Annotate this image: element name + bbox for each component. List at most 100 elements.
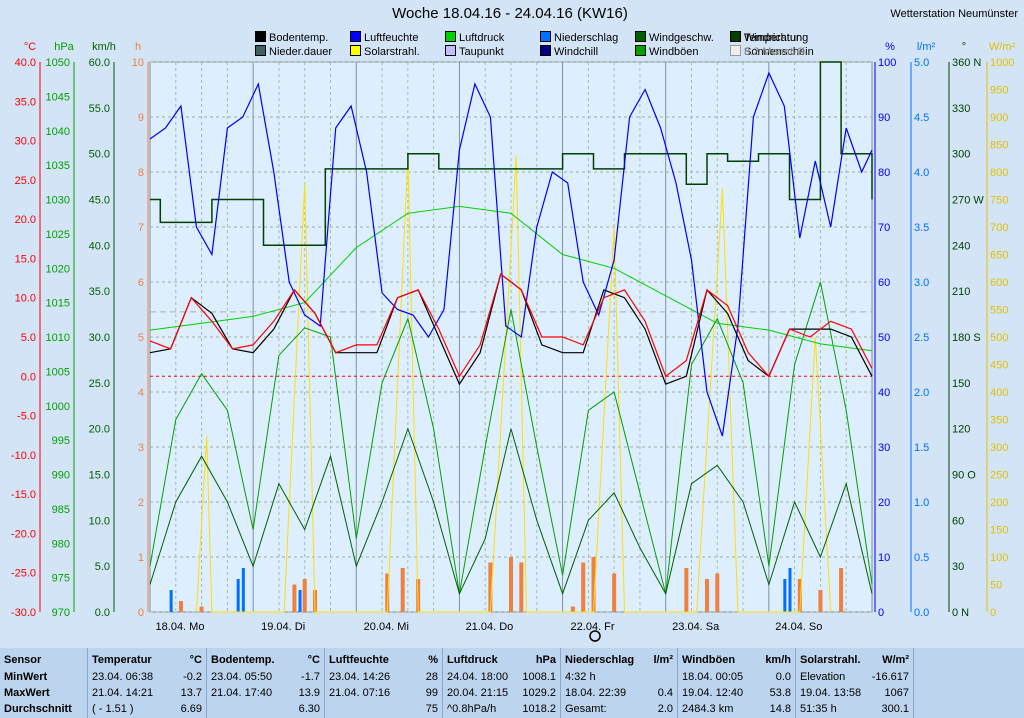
- weather-chart: °C40.035.030.025.020.015.010.05.00.0-5.0…: [11, 41, 1016, 642]
- legend-label: Luftdruck: [459, 32, 505, 44]
- tick-rain_lm2: 2.5: [914, 332, 929, 344]
- tick-humidity_pct: 90: [878, 112, 890, 124]
- tick-wind_kmh: 55.0: [89, 103, 110, 115]
- tick-wind_kmh: 40.0: [89, 240, 110, 252]
- x-label: 19.04. Di: [261, 621, 305, 633]
- stats-cell: %: [428, 654, 438, 666]
- stats-cell: hPa: [535, 654, 556, 666]
- legend-swatch: [445, 31, 456, 42]
- stats-cell: 28: [425, 671, 438, 683]
- stats-cell: Temperatur: [92, 654, 152, 666]
- stats-cell: ( - 1.51 ): [92, 703, 134, 715]
- tick-wind_kmh: 60.0: [89, 57, 110, 69]
- tick-temperature_C: -20.0: [11, 528, 36, 540]
- stats-cell: 23.04. 06:38: [92, 671, 154, 683]
- stats-cell: 21.04. 14:21: [92, 687, 154, 699]
- stats-cell: Bodentemp.: [211, 654, 275, 666]
- tick-solar_wm2: 50: [990, 580, 1002, 592]
- legend-label: Sonnenschein: [744, 46, 814, 58]
- legend-swatch: [255, 31, 266, 42]
- tick-solar_wm2: 550: [990, 305, 1008, 317]
- stats-cell: 1018.2: [522, 703, 556, 715]
- tick-temperature_C: 25.0: [15, 175, 36, 187]
- tick-temperature_C: 0.0: [21, 371, 36, 383]
- tick-direction_deg: 60: [952, 515, 964, 527]
- bar-rain: [169, 590, 173, 612]
- tick-sunshine_h: 9: [138, 112, 144, 124]
- tick-humidity_pct: 0: [878, 607, 884, 619]
- tick-solar_wm2: 600: [990, 277, 1008, 289]
- stats-cell: 20.04. 21:15: [447, 687, 509, 699]
- stats-col-luftdruck: Luftdruck hPa 24.04. 18:00 1008.1 20.04. 21:…: [443, 648, 561, 718]
- tick-wind_kmh: 45.0: [89, 195, 110, 207]
- tick-pressure_hPa: 1025: [46, 229, 70, 241]
- legend-item-nieder-dauer: Nieder.dauer: [255, 45, 332, 58]
- line-windspeed: [149, 427, 873, 596]
- axis-unit-rain_lm2: l/m²: [917, 41, 936, 53]
- tick-pressure_hPa: 1045: [46, 91, 70, 103]
- stats-cell: Luftdruck: [447, 654, 498, 666]
- tick-pressure_hPa: 1040: [46, 126, 70, 138]
- stats-cell: 2.0: [657, 703, 673, 715]
- stats-cell: 21.04. 17:40: [211, 687, 273, 699]
- tick-solar_wm2: 150: [990, 525, 1008, 537]
- stats-cell: 4:32 h: [565, 671, 596, 683]
- tick-solar_wm2: 950: [990, 85, 1008, 97]
- legend-item-windb-en: Windböen: [635, 45, 699, 58]
- tick-solar_wm2: 300: [990, 442, 1008, 454]
- stats-cell: -0.2: [183, 671, 202, 683]
- axis-unit-solar_wm2: W/m²: [989, 41, 1016, 53]
- tick-rain_lm2: 1.5: [914, 442, 929, 454]
- tick-pressure_hPa: 990: [52, 470, 70, 482]
- tick-temperature_C: -30.0: [11, 607, 36, 619]
- bar-sunshine: [612, 573, 617, 612]
- stats-col-temperatur: Temperatur °C 23.04. 06:38 -0.2 21.04. 14:21…: [88, 648, 207, 718]
- bar-sunshine: [199, 606, 204, 612]
- legend-swatch: [635, 45, 646, 56]
- bar-sunshine: [704, 579, 709, 612]
- tick-solar_wm2: 850: [990, 140, 1008, 152]
- stats-cell: 0.4: [657, 687, 673, 699]
- stats-cell: 53.8: [769, 687, 791, 699]
- axis-unit-pressure_hPa: hPa: [54, 41, 74, 53]
- tick-pressure_hPa: 1005: [46, 366, 70, 378]
- tick-humidity_pct: 40: [878, 387, 890, 399]
- stats-cell: 23.04. 05:50: [211, 671, 273, 683]
- bar-sunshine: [488, 562, 493, 612]
- tick-solar_wm2: 700: [990, 222, 1008, 234]
- x-label: 22.04. Fr: [571, 621, 615, 633]
- x-label: 18.04. Mo: [156, 621, 205, 633]
- tick-wind_kmh: 5.0: [95, 561, 110, 573]
- stats-col-niederschlag: Niederschlag l/m² 4:32 h 18.04. 22:39 0.4 Ges…: [561, 648, 678, 718]
- tick-direction_deg: 0 N: [952, 607, 969, 619]
- bar-sunshine: [591, 557, 596, 612]
- tick-pressure_hPa: 975: [52, 573, 70, 585]
- tick-rain_lm2: 3.0: [914, 277, 929, 289]
- tick-temperature_C: 15.0: [15, 253, 36, 265]
- legend-swatch: [730, 31, 741, 42]
- stats-cell: °C: [189, 654, 202, 666]
- chart-title: Woche 18.04.16 - 24.04.16 (KW16): [392, 5, 628, 22]
- tick-pressure_hPa: 985: [52, 504, 70, 516]
- axis-unit-temperature_C: °C: [24, 41, 36, 53]
- tick-rain_lm2: 2.0: [914, 387, 929, 399]
- stats-cell: 21.04. 07:16: [329, 687, 391, 699]
- tick-direction_deg: 120: [952, 424, 970, 436]
- tick-solar_wm2: 500: [990, 332, 1008, 344]
- stats-cell: Luftfeuchte: [329, 654, 389, 666]
- tick-temperature_C: 5.0: [21, 332, 36, 344]
- legend-item-bodentemp-: Bodentemp.: [255, 31, 328, 44]
- tick-pressure_hPa: 1015: [46, 298, 70, 310]
- tick-sunshine_h: 2: [138, 497, 144, 509]
- bar-rain: [236, 579, 240, 612]
- stats-cell: 14.8: [769, 703, 791, 715]
- stats-cell: -1.7: [301, 671, 320, 683]
- stats-cell: 1067: [884, 687, 909, 699]
- tick-direction_deg: 360 N: [952, 57, 981, 69]
- legend-label: Luftfeuchte: [364, 32, 419, 44]
- tick-sunshine_h: 5: [138, 332, 144, 344]
- line-pressure: [149, 205, 873, 352]
- stats-cell: Niederschlag: [565, 654, 635, 666]
- tick-direction_deg: 330: [952, 103, 970, 115]
- tick-wind_kmh: 10.0: [89, 515, 110, 527]
